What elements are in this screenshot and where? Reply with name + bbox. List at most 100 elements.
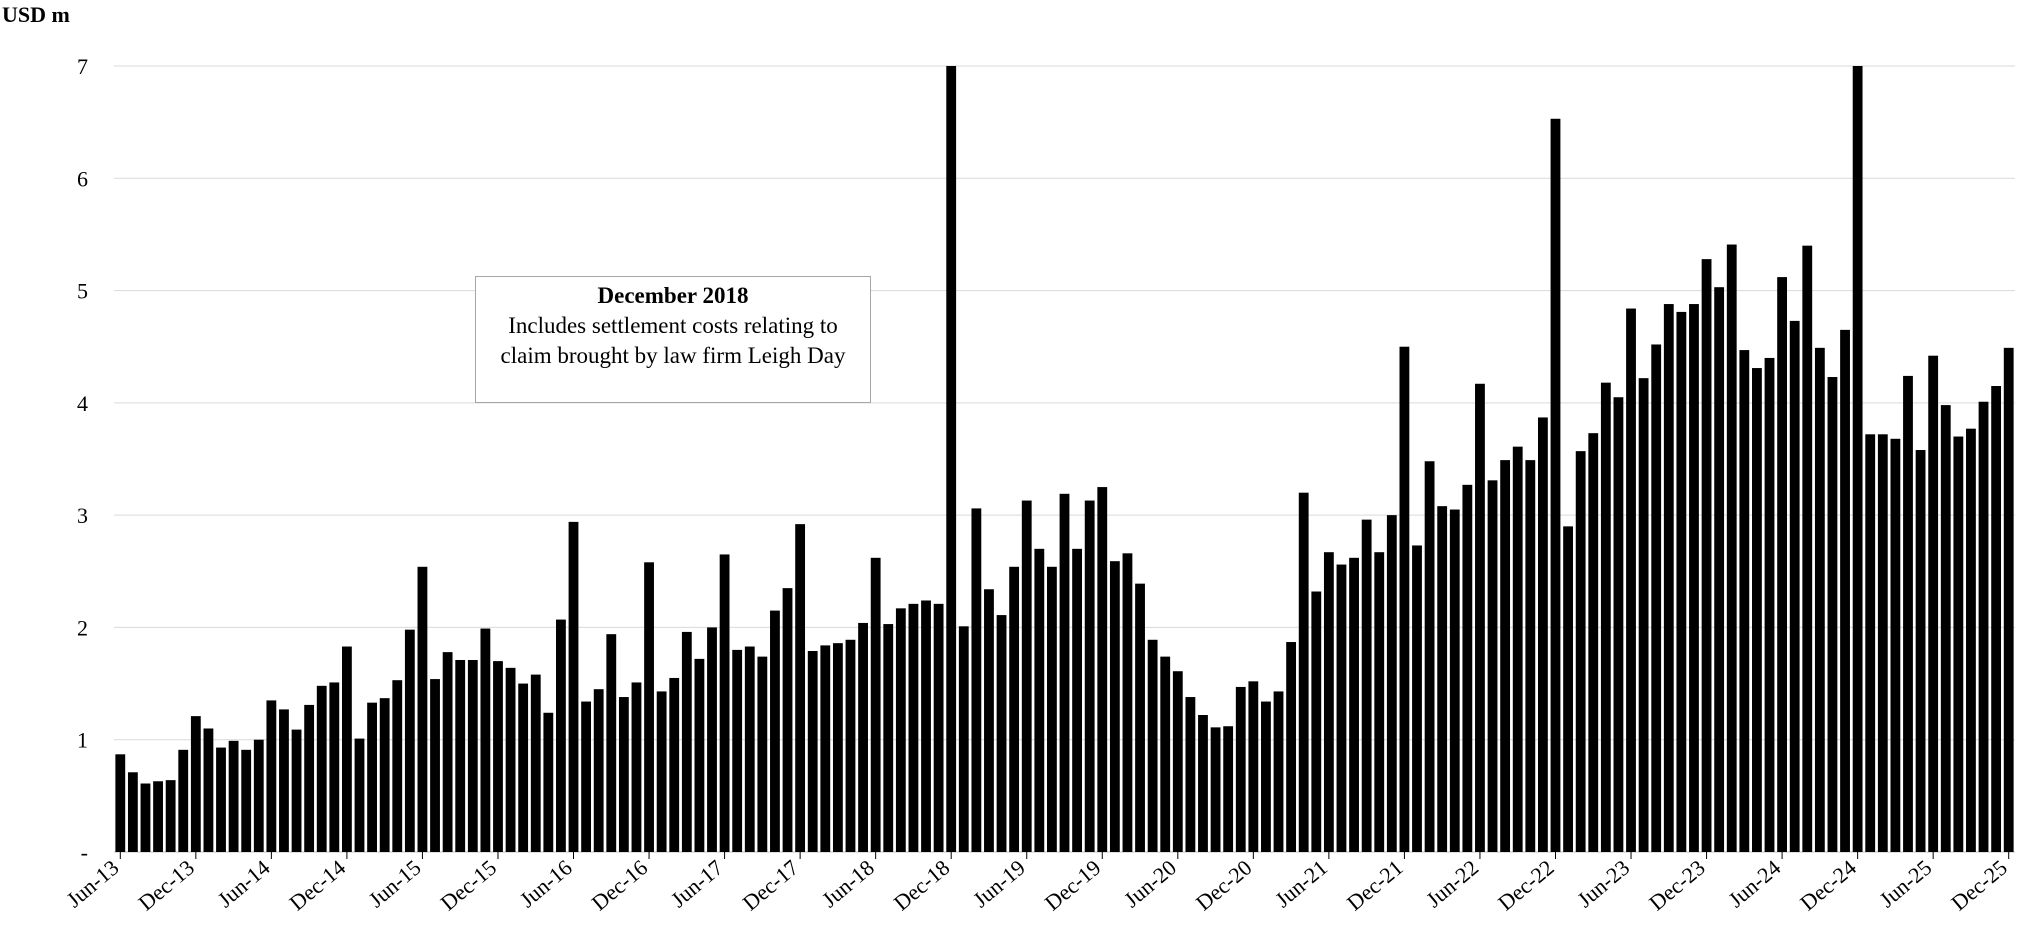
bar: [1248, 681, 1259, 852]
x-tick-label: Jun-24: [1723, 855, 1785, 913]
bar: [1890, 438, 1901, 852]
bar: [807, 651, 818, 852]
bar: [1626, 308, 1636, 852]
y-tick-label: 2: [77, 615, 88, 640]
bar: [1814, 347, 1825, 852]
x-tick-label: Dec-19: [1040, 855, 1106, 916]
bar: [530, 674, 541, 852]
bar: [1386, 515, 1397, 852]
bar: [732, 649, 743, 852]
bar: [430, 679, 440, 852]
bar: [1185, 697, 1196, 852]
bar: [908, 603, 919, 852]
x-tick-label: Dec-20: [1191, 855, 1257, 916]
bar: [253, 739, 264, 852]
bar: [379, 698, 390, 852]
bar: [1034, 548, 1045, 852]
bar: [1676, 311, 1687, 852]
bar: [1021, 500, 1032, 852]
bar: [1323, 552, 1334, 852]
x-tick-label: Jun-15: [364, 855, 426, 913]
bar: [933, 603, 944, 852]
bar: [442, 652, 453, 852]
bar: [895, 608, 906, 852]
bar: [1298, 492, 1309, 852]
bar: [770, 610, 780, 852]
x-tick-label: Jun-25: [1874, 855, 1936, 913]
bar: [1714, 287, 1725, 852]
bar: [304, 704, 315, 852]
bar: [1701, 259, 1712, 852]
y-tick-label: 5: [77, 279, 88, 304]
bar: [669, 677, 680, 852]
bar: [493, 661, 503, 852]
bar: [1865, 434, 1876, 852]
x-tick-label: Dec-16: [587, 855, 653, 916]
bar: [1412, 545, 1422, 852]
bar: [1424, 461, 1435, 852]
bar: [694, 658, 705, 852]
bar: [1726, 244, 1737, 852]
bar: [329, 682, 340, 852]
bar: [556, 619, 566, 852]
y-axis: - 1 2 3 4 5 6 7: [77, 54, 88, 865]
bar: [1286, 642, 1297, 852]
bar: [1361, 519, 1372, 852]
bar: [404, 629, 415, 852]
bar: [178, 749, 189, 852]
x-tick-label: Dec-13: [133, 855, 199, 916]
x-tick-label: Jun-20: [1119, 855, 1181, 913]
bar: [719, 554, 730, 852]
bar: [1009, 566, 1020, 852]
bar: [984, 589, 994, 852]
bar: [1374, 552, 1385, 852]
bar: [455, 659, 466, 852]
x-tick-label: Jun-23: [1572, 855, 1634, 913]
bar: [1852, 66, 1863, 852]
annotation-line-2: claim brought by law firm Leigh Day: [500, 343, 846, 368]
x-tick-label: Dec-22: [1493, 855, 1559, 916]
bar: [216, 747, 226, 852]
bar: [1689, 304, 1699, 852]
bar: [681, 631, 692, 852]
bar: [832, 643, 843, 852]
bar: [921, 600, 931, 852]
bar: [744, 646, 755, 852]
x-tick-label: Dec-17: [738, 855, 804, 916]
x-tick-label: Dec-14: [284, 855, 350, 916]
bar: [1198, 715, 1208, 852]
bar: [631, 682, 642, 852]
bar: [115, 754, 126, 852]
bar: [845, 639, 856, 852]
bar: [1651, 344, 1662, 852]
bar: [417, 566, 428, 852]
bar: [140, 783, 151, 852]
y-tick-label: 6: [77, 166, 88, 191]
bar: [1827, 377, 1838, 852]
bar: [518, 683, 529, 852]
y-axis-unit-label: USD m: [2, 2, 70, 27]
bar: [1550, 118, 1561, 852]
x-tick-label: Dec-24: [1795, 855, 1861, 916]
x-tick-label: Jun-22: [1421, 855, 1483, 913]
bar: [1991, 386, 2002, 852]
bar: [707, 627, 717, 852]
bar: [1047, 566, 1057, 852]
bar: [266, 700, 277, 852]
bar: [1122, 553, 1133, 852]
bar: [190, 716, 201, 852]
bar: [1739, 350, 1750, 852]
bar: [644, 562, 654, 852]
bar: [1273, 691, 1284, 852]
bar: [1311, 591, 1322, 852]
x-tick-label: Dec-23: [1644, 855, 1710, 916]
bar: [1915, 450, 1926, 852]
bar: [858, 622, 868, 852]
bar: [505, 667, 516, 852]
bar: [1600, 382, 1611, 852]
bar: [127, 772, 138, 852]
y-tick-label: -: [81, 840, 88, 865]
bar: [467, 659, 478, 852]
bar: [1953, 436, 1964, 852]
x-tick-label: Jun-18: [817, 855, 879, 913]
